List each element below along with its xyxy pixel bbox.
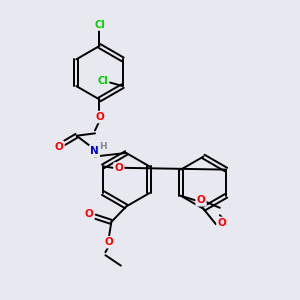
- Text: H: H: [100, 142, 107, 151]
- Text: Cl: Cl: [94, 20, 105, 30]
- Text: O: O: [218, 218, 226, 228]
- Text: N: N: [90, 146, 99, 156]
- Text: O: O: [85, 209, 93, 219]
- Text: Cl: Cl: [97, 76, 108, 86]
- Text: O: O: [54, 142, 63, 152]
- Text: O: O: [105, 237, 113, 247]
- Text: O: O: [114, 164, 123, 173]
- Text: O: O: [95, 112, 104, 122]
- Text: O: O: [197, 195, 206, 205]
